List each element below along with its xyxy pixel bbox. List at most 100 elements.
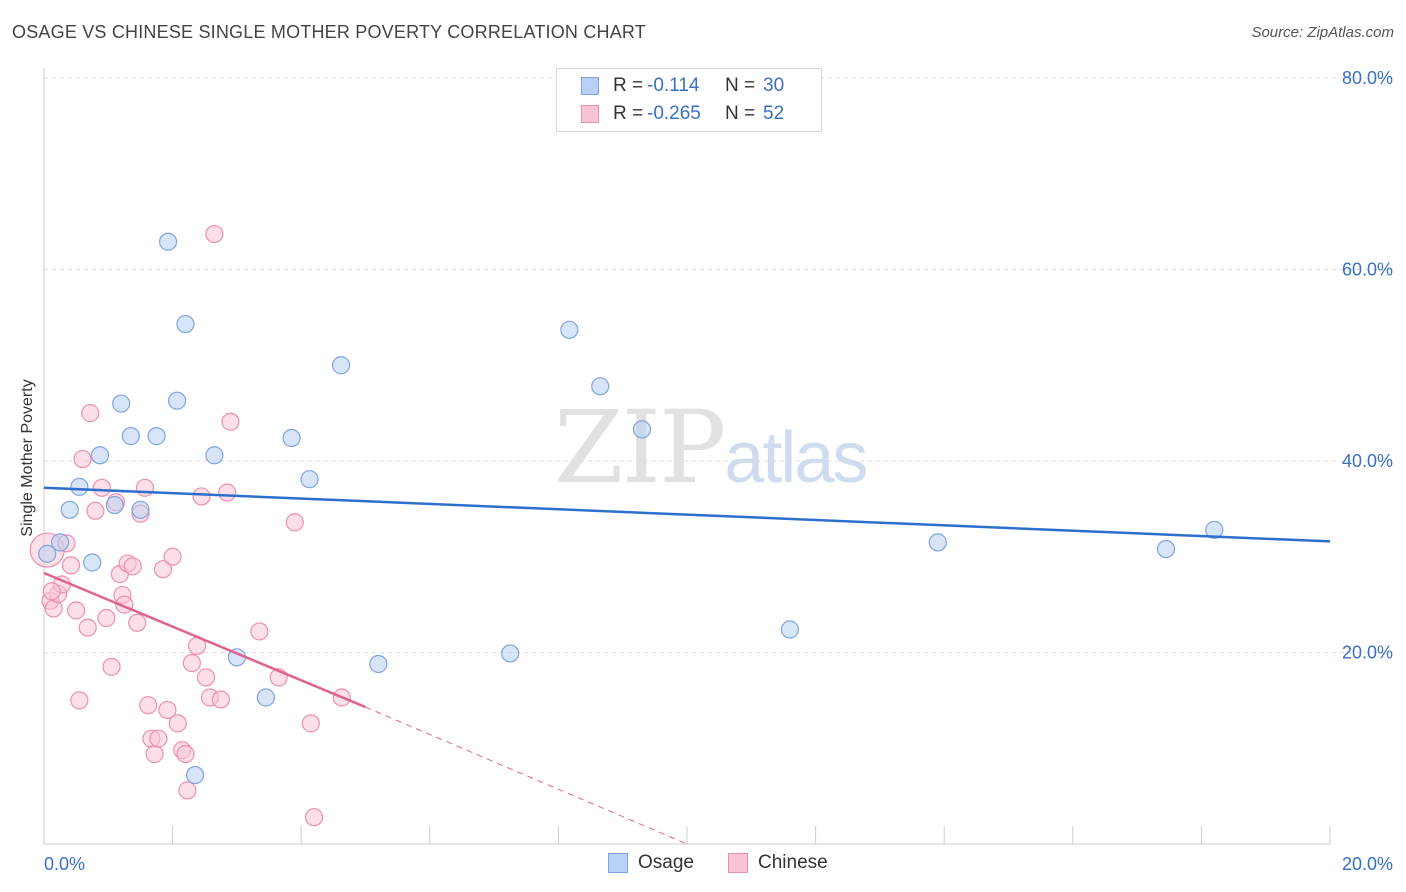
- chinese-point: [102, 657, 121, 676]
- chinese-point: [205, 224, 224, 244]
- osage-point: [501, 644, 520, 663]
- chinese-point: [221, 412, 240, 431]
- chinese-point: [123, 557, 142, 576]
- legend-n-value: 30: [763, 75, 785, 96]
- chinese-point: [73, 449, 92, 469]
- osage-point: [331, 356, 351, 375]
- series-legend: Osage Chinese: [0, 852, 1406, 878]
- osage-point: [60, 500, 79, 519]
- chinese-point: [182, 653, 201, 673]
- osage-point: [282, 428, 301, 448]
- correlation-legend: R = -0.114 N = 30 R = -0.265 N = 52: [556, 68, 822, 132]
- chinese-point: [67, 601, 86, 620]
- legend-swatch-chinese: [581, 105, 599, 123]
- chinese-point: [97, 608, 116, 628]
- chinese-point: [139, 696, 158, 715]
- osage-point: [70, 477, 89, 496]
- x-tick-label: 0.0%: [44, 854, 85, 874]
- legend-swatch-osage: [581, 77, 599, 95]
- osage-point: [112, 394, 131, 413]
- osage-point: [1205, 520, 1224, 540]
- chinese-point: [135, 478, 155, 497]
- osage-point: [205, 446, 224, 465]
- series-swatch-osage: [608, 853, 628, 873]
- legend-n-value: 52: [763, 103, 785, 124]
- watermark-atlas: atlas: [724, 418, 868, 498]
- osage-point: [186, 765, 205, 785]
- osage-point: [632, 420, 652, 439]
- legend-row-osage: R = -0.114 N = 30: [581, 73, 784, 99]
- legend-r-label: R =: [613, 75, 644, 96]
- osage-point: [50, 533, 70, 552]
- chinese-point: [70, 691, 89, 710]
- series-label-osage: Osage: [638, 852, 694, 873]
- series-label-chinese: Chinese: [758, 852, 828, 873]
- legend-r-label: R =: [613, 103, 644, 124]
- osage-point: [147, 427, 166, 446]
- y-axis-title: Single Mother Poverty: [19, 379, 36, 537]
- osage-point: [83, 553, 102, 572]
- chinese-point: [149, 729, 168, 748]
- osage-point: [560, 320, 579, 339]
- osage-point: [121, 427, 140, 446]
- chinese-point: [304, 808, 324, 827]
- chinese-point: [218, 483, 237, 502]
- osage-point: [168, 391, 187, 410]
- chinese-point: [61, 556, 81, 575]
- legend-r-value: -0.114: [647, 75, 700, 96]
- legend-n-label: N =: [725, 103, 756, 124]
- osage-point: [591, 377, 610, 396]
- chart-source: Source: ZipAtlas.com: [1251, 24, 1394, 41]
- x-tick-label: 20.0%: [1342, 854, 1393, 874]
- series-legend-chinese[interactable]: Chinese: [728, 852, 828, 874]
- chinese-trend-line: [43, 571, 366, 709]
- y-tick-label: 80.0%: [1342, 68, 1393, 88]
- chinese-point: [285, 513, 304, 532]
- chinese-point: [168, 714, 187, 733]
- chinese-point: [81, 404, 100, 423]
- chinese-point: [176, 744, 195, 764]
- chinese-point: [92, 478, 111, 497]
- chinese-point: [145, 744, 164, 764]
- chinese-trend-extension: [365, 706, 688, 845]
- chinese-point: [128, 613, 147, 632]
- chinese-point: [301, 714, 320, 733]
- chinese-point: [163, 547, 182, 566]
- y-tick-label: 60.0%: [1342, 260, 1393, 280]
- chinese-point: [42, 582, 61, 601]
- osage-point: [131, 500, 150, 519]
- chinese-point: [153, 560, 173, 579]
- series-swatch-chinese: [728, 853, 748, 873]
- legend-row-chinese: R = -0.265 N = 52: [581, 101, 784, 127]
- chinese-point: [78, 618, 97, 637]
- watermark: ZIPatlas: [554, 398, 868, 498]
- y-tick-label: 40.0%: [1342, 451, 1393, 471]
- chinese-point: [250, 622, 269, 641]
- osage-point: [176, 314, 195, 334]
- legend-r-value: -0.265: [647, 103, 701, 124]
- legend-n-label: N =: [725, 75, 756, 96]
- osage-trend-line: [43, 486, 1331, 543]
- osage-point: [158, 232, 178, 251]
- chinese-point: [86, 501, 105, 520]
- osage-point: [105, 495, 124, 515]
- osage-point: [369, 654, 388, 674]
- y-tick-label: 20.0%: [1342, 643, 1393, 663]
- osage-point: [780, 620, 799, 639]
- series-legend-osage[interactable]: Osage: [608, 852, 694, 874]
- chinese-point: [158, 700, 177, 720]
- chinese-point: [196, 668, 216, 687]
- watermark-zip: ZIP: [554, 389, 726, 506]
- osage-point: [928, 533, 947, 552]
- chinese-point: [192, 487, 211, 506]
- osage-point: [300, 470, 319, 489]
- chinese-point: [211, 690, 230, 709]
- osage-point: [90, 446, 110, 465]
- osage-point: [1156, 539, 1176, 559]
- osage-point: [38, 544, 57, 563]
- chart-title: OSAGE VS CHINESE SINGLE MOTHER POVERTY C…: [12, 22, 646, 42]
- osage-point: [256, 688, 275, 707]
- chinese-point: [178, 781, 197, 800]
